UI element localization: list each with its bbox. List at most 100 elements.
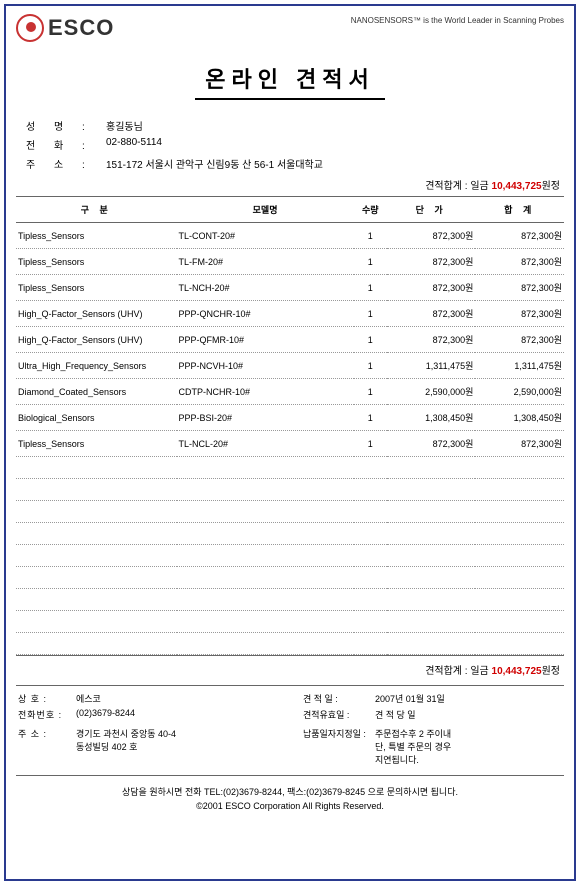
cell-price: 872,300원 bbox=[387, 223, 476, 249]
phone-label: 전 화 : bbox=[26, 137, 106, 152]
th-category: 구 분 bbox=[16, 197, 177, 223]
company-label: 상 호 : bbox=[18, 692, 76, 705]
delivery-line3: 지연됩니다. bbox=[375, 753, 451, 766]
cell-qty: 1 bbox=[354, 223, 387, 249]
delivery-line2: 단, 특별 주문의 경우 bbox=[375, 740, 451, 753]
cell-model: PPP-QNCHR-10# bbox=[177, 301, 354, 327]
tagline: NANOSENSORS™ is the World Leader in Scan… bbox=[351, 14, 564, 25]
logo-icon bbox=[16, 14, 44, 42]
items-table: 구 분 모델명 수량 단 가 합 계 Tipless_SensorsTL-CON… bbox=[16, 196, 564, 655]
empty-row bbox=[16, 479, 564, 501]
cell-total: 872,300원 bbox=[475, 249, 564, 275]
th-model: 모델명 bbox=[177, 197, 354, 223]
table-row: High_Q-Factor_Sensors (UHV)PPP-QNCHR-10#… bbox=[16, 301, 564, 327]
cell-qty: 1 bbox=[354, 353, 387, 379]
total-amount: 10,443,725 bbox=[492, 181, 542, 192]
footer-right: 견 적 일 : 2007년 01월 31일 견적유효일 : 견 적 당 일 납품… bbox=[303, 692, 562, 769]
table-row: Ultra_High_Frequency_SensorsPPP-NCVH-10#… bbox=[16, 353, 564, 379]
cell-category: Ultra_High_Frequency_Sensors bbox=[16, 353, 177, 379]
cell-price: 872,300원 bbox=[387, 301, 476, 327]
cell-qty: 1 bbox=[354, 327, 387, 353]
name-value: 홍길동님 bbox=[106, 118, 554, 133]
total-label-b: 견적합계 : 일금 bbox=[425, 666, 491, 677]
table-row: Diamond_Coated_SensorsCDTP-NCHR-10#12,59… bbox=[16, 379, 564, 405]
cell-total: 872,300원 bbox=[475, 327, 564, 353]
table-row: Biological_SensorsPPP-BSI-20#11,308,450원… bbox=[16, 405, 564, 431]
table-row: Tipless_SensorsTL-NCH-20#1872,300원872,30… bbox=[16, 275, 564, 301]
table-header-row: 구 분 모델명 수량 단 가 합 계 bbox=[16, 197, 564, 223]
logo-text: ESCO bbox=[48, 15, 114, 41]
delivery-value: 주문접수후 2 주이내 단, 특별 주문의 경우 지연됩니다. bbox=[375, 727, 451, 766]
table-row: Tipless_SensorsTL-CONT-20#1872,300원872,3… bbox=[16, 223, 564, 249]
cell-model: PPP-NCVH-10# bbox=[177, 353, 354, 379]
total-label: 견적합계 : 일금 bbox=[425, 181, 491, 192]
logo: ESCO bbox=[16, 14, 114, 42]
table-row: Tipless_SensorsTL-NCL-20#1872,300원872,30… bbox=[16, 431, 564, 457]
cell-qty: 1 bbox=[354, 249, 387, 275]
delivery-line1: 주문접수후 2 주이내 bbox=[375, 727, 451, 740]
addr-line1: 경기도 과천시 중앙동 40-4 bbox=[76, 727, 176, 740]
cell-price: 872,300원 bbox=[387, 249, 476, 275]
date-label: 견 적 일 : bbox=[303, 692, 375, 705]
total-suffix: 원정 bbox=[542, 181, 560, 192]
phone-value-f: (02)3679-8244 bbox=[76, 708, 135, 721]
date-value: 2007년 01월 31일 bbox=[375, 692, 445, 705]
cell-model: TL-FM-20# bbox=[177, 249, 354, 275]
empty-row bbox=[16, 589, 564, 611]
cell-category: Tipless_Sensors bbox=[16, 275, 177, 301]
cell-qty: 1 bbox=[354, 275, 387, 301]
cell-price: 872,300원 bbox=[387, 327, 476, 353]
quotation-document: ESCO NANOSENSORS™ is the World Leader in… bbox=[4, 4, 576, 881]
total-amount-b: 10,443,725 bbox=[492, 666, 542, 677]
header: ESCO NANOSENSORS™ is the World Leader in… bbox=[16, 14, 564, 42]
contact-line1: 상담을 원하시면 전화 TEL:(02)3679-8244, 팩스:(02)36… bbox=[16, 786, 564, 800]
delivery-label: 납품일자지정일 : bbox=[303, 727, 375, 766]
cell-qty: 1 bbox=[354, 405, 387, 431]
cell-total: 1,308,450원 bbox=[475, 405, 564, 431]
footer-info: 상 호 : 에스코 전화번호 : (02)3679-8244 주 소 : 경기도… bbox=[16, 685, 564, 776]
th-qty: 수량 bbox=[354, 197, 387, 223]
addr-value-f: 경기도 과천시 중앙동 40-4 동성빌딩 402 호 bbox=[76, 727, 176, 753]
cell-model: TL-CONT-20# bbox=[177, 223, 354, 249]
cell-total: 872,300원 bbox=[475, 301, 564, 327]
empty-row bbox=[16, 501, 564, 523]
cell-total: 872,300원 bbox=[475, 223, 564, 249]
empty-row bbox=[16, 457, 564, 479]
cell-category: Tipless_Sensors bbox=[16, 223, 177, 249]
empty-row bbox=[16, 567, 564, 589]
valid-label: 견적유효일 : bbox=[303, 708, 375, 721]
company-value: 에스코 bbox=[76, 692, 101, 705]
addr-label-f: 주 소 : bbox=[18, 727, 76, 753]
valid-value: 견 적 당 일 bbox=[375, 708, 416, 721]
phone-value: 02-880-5114 bbox=[106, 137, 554, 152]
th-total: 합 계 bbox=[475, 197, 564, 223]
contact-line2: ©2001 ESCO Corporation All Rights Reserv… bbox=[16, 800, 564, 814]
cell-model: PPP-BSI-20# bbox=[177, 405, 354, 431]
cell-price: 872,300원 bbox=[387, 431, 476, 457]
total-top: 견적합계 : 일금 10,443,725원정 bbox=[16, 177, 564, 196]
addr-line2: 동성빌딩 402 호 bbox=[76, 740, 176, 753]
empty-row bbox=[16, 545, 564, 567]
cell-price: 872,300원 bbox=[387, 275, 476, 301]
customer-info: 성 명 : 홍길동님 전 화 : 02-880-5114 주 소 : 151-1… bbox=[16, 118, 564, 177]
footer-left: 상 호 : 에스코 전화번호 : (02)3679-8244 주 소 : 경기도… bbox=[18, 692, 303, 769]
addr-label: 주 소 : bbox=[26, 156, 106, 171]
cell-model: TL-NCL-20# bbox=[177, 431, 354, 457]
empty-row bbox=[16, 611, 564, 633]
cell-category: Diamond_Coated_Sensors bbox=[16, 379, 177, 405]
cell-total: 2,590,000원 bbox=[475, 379, 564, 405]
empty-row bbox=[16, 633, 564, 655]
cell-total: 872,300원 bbox=[475, 431, 564, 457]
cell-price: 1,311,475원 bbox=[387, 353, 476, 379]
cell-model: TL-NCH-20# bbox=[177, 275, 354, 301]
cell-qty: 1 bbox=[354, 379, 387, 405]
document-title: 온라인 견적서 bbox=[195, 62, 385, 100]
cell-category: High_Q-Factor_Sensors (UHV) bbox=[16, 301, 177, 327]
table-row: Tipless_SensorsTL-FM-20#1872,300원872,300… bbox=[16, 249, 564, 275]
table-row: High_Q-Factor_Sensors (UHV)PPP-QFMR-10#1… bbox=[16, 327, 564, 353]
phone-label-f: 전화번호 : bbox=[18, 708, 76, 721]
cell-price: 1,308,450원 bbox=[387, 405, 476, 431]
total-bottom: 견적합계 : 일금 10,443,725원정 bbox=[16, 655, 564, 683]
cell-qty: 1 bbox=[354, 301, 387, 327]
cell-total: 872,300원 bbox=[475, 275, 564, 301]
